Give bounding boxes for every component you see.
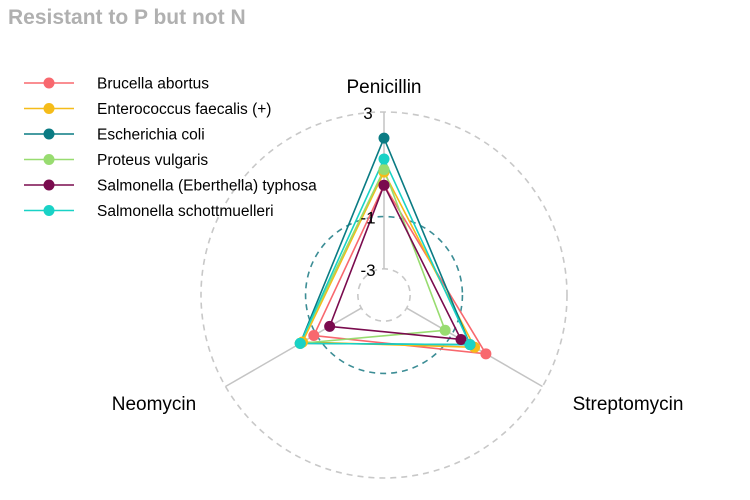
- series-line-5: [298, 157, 472, 346]
- axis-label-penicillin: Penicillin: [347, 77, 422, 98]
- series-line-4: [328, 183, 463, 341]
- series-point-5-1: [464, 339, 476, 351]
- legend-marker-3: [43, 154, 55, 165]
- series-point-4-0: [378, 179, 390, 191]
- legend-label-0: Brucella abortus: [97, 76, 209, 93]
- legend-label-2: Escherichia coli: [97, 127, 205, 144]
- series-point-4-2: [324, 320, 336, 332]
- series-point-0-2: [308, 330, 320, 342]
- series-point-4-1: [455, 333, 467, 345]
- tick-label-0: -3: [360, 261, 375, 280]
- label-layer: -3 -1 3 Penicillin Streptomycin Neomycin: [112, 77, 684, 415]
- tick-label-2: 3: [363, 104, 372, 123]
- tick-label-1: -1: [360, 209, 375, 228]
- legend-label-5: Salmonella schottmuelleri: [97, 203, 274, 220]
- legend-marker-1: [43, 103, 55, 114]
- series-point-0-1: [480, 348, 492, 360]
- legend-marker-4: [43, 179, 55, 191]
- series-point-5-2: [294, 337, 306, 349]
- legend-marker-0: [43, 77, 55, 89]
- series-layer: [294, 132, 492, 360]
- series-point-5-0: [378, 153, 390, 165]
- legend-marker-2: [43, 128, 55, 140]
- legend-marker-5: [43, 205, 55, 216]
- series-point-2-0: [378, 132, 390, 144]
- legend-label-1: Enterococcus faecalis (+): [97, 101, 271, 118]
- series-point-3-1: [439, 324, 451, 336]
- axis-spoke-2: [225, 307, 362, 388]
- legend-label-4: Salmonella (Eberthella) typhosa: [97, 178, 317, 195]
- legend-label-3: Proteus vulgaris: [97, 152, 208, 169]
- series-line-3: [298, 167, 447, 345]
- axis-label-streptomycin: Streptomycin: [573, 394, 684, 415]
- chart-title: Resistant to P but not N: [8, 6, 246, 29]
- series-point-3-0: [378, 164, 390, 176]
- legend: Brucella abortus Enterococcus faecalis (+…: [24, 76, 317, 220]
- axis-label-neomycin: Neomycin: [112, 394, 196, 415]
